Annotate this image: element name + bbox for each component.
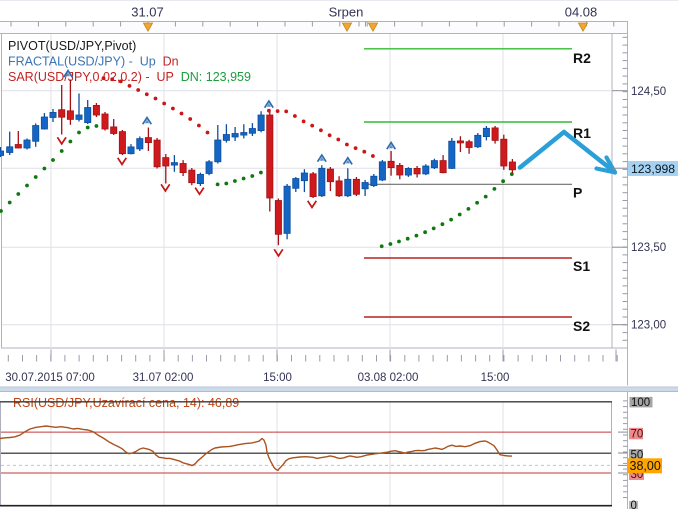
svg-text:30.07.2015 07:00: 30.07.2015 07:00 (5, 372, 95, 384)
svg-text:P: P (573, 185, 582, 201)
svg-text:Srpen: Srpen (329, 5, 364, 20)
svg-text:RSI(USD/JPY,Uzavírací cena, 14: RSI(USD/JPY,Uzavírací cena, 14): 46,89 (13, 396, 239, 410)
svg-text:SAR(USD/JPY,0.02,0.2) - UP D: SAR(USD/JPY,0.02,0.2) - UP DN: 123,959 (8, 70, 251, 84)
svg-text:04.08: 04.08 (565, 5, 598, 20)
svg-text:100: 100 (631, 397, 650, 409)
svg-text:PIVOT(USD/JPY,Pivot): PIVOT(USD/JPY,Pivot) (8, 39, 136, 53)
svg-text:S1: S1 (573, 258, 590, 274)
svg-text:R1: R1 (573, 125, 591, 141)
svg-text:R2: R2 (573, 50, 591, 66)
svg-text:FRACTAL(USD/JPY) - Up Dn: FRACTAL(USD/JPY) - Up Dn (8, 55, 179, 69)
svg-text:123,50: 123,50 (631, 242, 666, 254)
svg-text:S2: S2 (573, 318, 590, 334)
svg-text:0: 0 (631, 500, 637, 509)
svg-text:15:00: 15:00 (481, 372, 510, 384)
svg-text:15:00: 15:00 (263, 372, 292, 384)
svg-text:123,998: 123,998 (631, 162, 675, 176)
svg-text:70: 70 (631, 429, 644, 441)
svg-text:31.07: 31.07 (131, 5, 164, 20)
svg-text:124,50: 124,50 (631, 86, 666, 98)
svg-text:03.08 02:00: 03.08 02:00 (358, 372, 419, 384)
svg-text:123,00: 123,00 (631, 320, 666, 332)
svg-text:38,00: 38,00 (630, 459, 661, 473)
svg-text:31.07 02:00: 31.07 02:00 (133, 372, 194, 384)
